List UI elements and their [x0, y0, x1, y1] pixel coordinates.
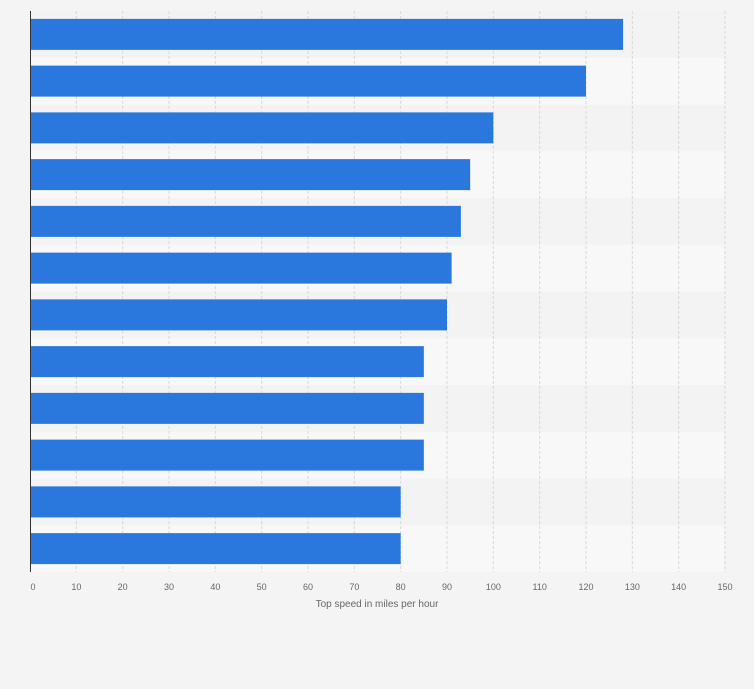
x-tick-label: 110 [532, 582, 546, 592]
gridlines [75, 11, 726, 572]
x-tick-label: 70 [349, 582, 359, 592]
x-tick-label: 80 [396, 582, 406, 592]
x-tick-label: 20 [118, 582, 128, 592]
x-tick-label: 40 [210, 582, 220, 592]
x-tick-label: 120 [578, 582, 593, 592]
x-tick-label: 30 [164, 582, 174, 592]
x-tick-label: 90 [442, 582, 452, 592]
x-tick-label: 10 [71, 582, 81, 592]
bar[interactable] [30, 533, 401, 565]
bar[interactable] [30, 439, 424, 471]
bar[interactable] [30, 205, 461, 237]
x-tick-label: 100 [486, 582, 501, 592]
bar[interactable] [30, 159, 471, 191]
bar[interactable] [30, 18, 624, 50]
x-tick-label: 150 [717, 582, 732, 592]
x-axis-title: Top speed in miles per hour [316, 599, 440, 610]
x-axis-ticks: 0 10 20 30 40 50 60 70 80 90 100 110 120 130 140 150 [30, 582, 732, 592]
x-tick-label: 50 [257, 582, 267, 592]
bar[interactable] [30, 112, 494, 144]
x-tick-label: 0 [30, 582, 35, 592]
x-tick-label: 140 [671, 582, 686, 592]
bar[interactable] [30, 65, 586, 97]
bars [30, 18, 624, 565]
x-tick-label: 130 [625, 582, 640, 592]
bar[interactable] [30, 486, 401, 518]
x-tick-label: 60 [303, 582, 313, 592]
bar[interactable] [30, 252, 452, 284]
bar[interactable] [30, 392, 424, 424]
bar[interactable] [30, 346, 424, 378]
bar[interactable] [30, 299, 447, 331]
